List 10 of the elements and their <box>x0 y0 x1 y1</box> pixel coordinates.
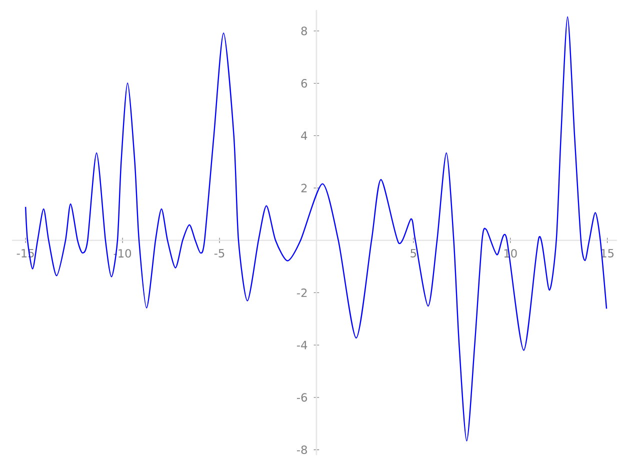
y-tick-label: -6 <box>296 393 308 402</box>
y-tick-label: -8 <box>296 445 307 454</box>
y-tick-label: 2 <box>301 184 307 192</box>
y-tick-label: -4 <box>296 340 308 350</box>
y-tick-label: 8 <box>301 26 307 36</box>
y-tick-label: 6 <box>301 79 308 88</box>
x-tick-label: 5 <box>410 249 416 258</box>
y-tick-label: 4 <box>301 132 308 140</box>
y-tick-label: -2 <box>296 288 307 297</box>
x-tick-label: -5 <box>214 249 224 258</box>
